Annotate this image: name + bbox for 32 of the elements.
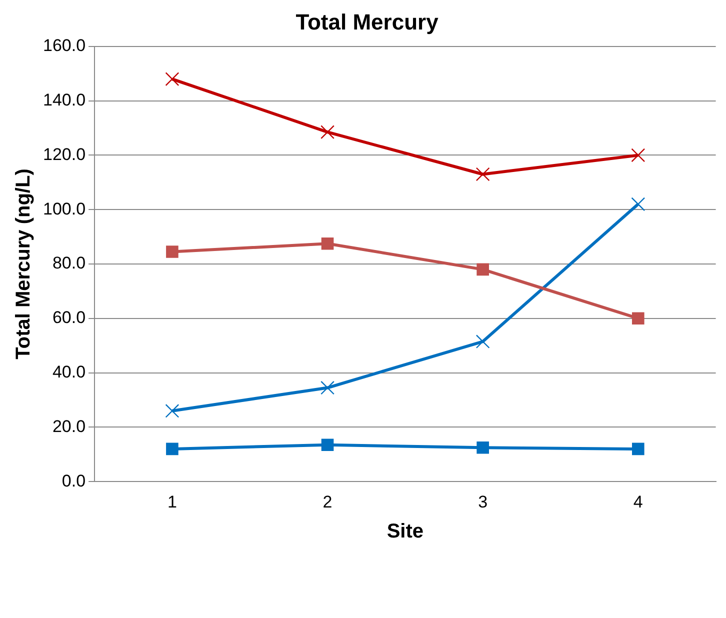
point — [631, 197, 646, 212]
point — [166, 442, 178, 456]
point — [631, 148, 646, 162]
x-tick-label: 4 — [633, 492, 643, 512]
y-tick-label: 100.0 — [42, 199, 86, 218]
y-tick-label: 140.0 — [42, 90, 86, 110]
point — [321, 438, 334, 452]
x-axis-title: Site — [386, 520, 424, 543]
point — [632, 312, 644, 325]
point — [476, 441, 489, 454]
y-tick-label: 40.0 — [52, 362, 86, 382]
y-tick-label: 60.0 — [52, 308, 86, 328]
point — [476, 167, 490, 182]
y-tick-label: 0.0 — [62, 471, 86, 490]
x-tick-label: 2 — [322, 492, 332, 512]
point — [166, 246, 178, 258]
x-tick-label: 1 — [167, 492, 177, 512]
point — [476, 334, 490, 348]
point — [321, 237, 334, 250]
y-axis-title: Total Mercury (ng/L) — [12, 168, 35, 360]
point — [476, 263, 489, 276]
chart-title: Total Mercury — [296, 9, 440, 34]
y-tick-label: 80.0 — [52, 254, 86, 273]
point — [632, 442, 644, 456]
y-tick-label: 120.0 — [42, 144, 86, 164]
point — [320, 125, 334, 140]
x-tick-label: 3 — [478, 492, 488, 512]
point — [320, 380, 334, 395]
y-tick-label: 160.0 — [42, 36, 86, 56]
point — [165, 404, 180, 418]
y-tick-label: 20.0 — [52, 416, 86, 436]
point — [165, 72, 180, 86]
